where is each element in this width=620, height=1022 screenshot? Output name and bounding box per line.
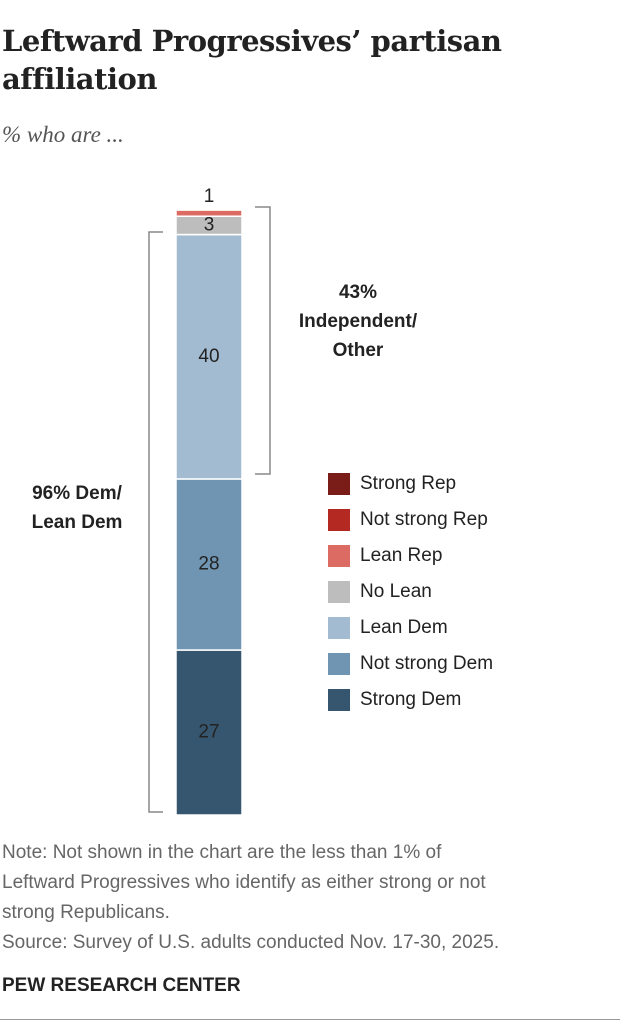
legend-label: Lean Dem	[360, 617, 448, 638]
bar-segment	[175, 233, 243, 480]
legend-label: Lean Rep	[360, 545, 442, 566]
annotation: 43%	[339, 282, 377, 303]
legend-swatch	[328, 473, 350, 495]
value-label: 3	[204, 214, 215, 235]
annotation: 96% Dem/	[32, 483, 122, 504]
value-label: 40	[198, 346, 219, 367]
bracket	[255, 206, 271, 475]
legend-label: Not strong Rep	[360, 509, 488, 530]
annotation: Other	[333, 340, 384, 361]
legend-swatch	[328, 545, 350, 567]
value-label: 1	[204, 186, 215, 207]
legend-label: Strong Rep	[360, 473, 456, 494]
bracket	[148, 231, 163, 813]
note-line: Leftward Progressives who identify as ei…	[2, 872, 486, 893]
legend-label: No Lean	[360, 581, 432, 602]
legend-swatch	[328, 509, 350, 531]
value-label: 27	[198, 722, 219, 743]
source: Source: Survey of U.S. adults conducted …	[2, 932, 500, 953]
legend-label: Not strong Dem	[360, 653, 493, 674]
legend-label: Strong Dem	[360, 689, 461, 710]
legend-swatch	[328, 653, 350, 675]
note-line: strong Republicans.	[2, 902, 170, 923]
chart-subtitle: % who are ...	[2, 122, 124, 147]
value-label: 28	[198, 554, 219, 575]
bar-segment	[175, 478, 243, 651]
bar-segment	[175, 209, 243, 217]
legend-swatch	[328, 581, 350, 603]
chart-title: Leftward Progressives’ partisan affiliat…	[2, 24, 502, 96]
annotation: Independent/	[299, 311, 418, 332]
bar-segment	[175, 649, 243, 816]
legend-swatch	[328, 617, 350, 639]
legend-swatch	[328, 689, 350, 711]
note: Note: Not shown in the chart are the les…	[2, 838, 499, 958]
note-line: Note: Not shown in the chart are the les…	[2, 842, 442, 863]
annotation: Lean Dem	[32, 512, 123, 533]
credit: PEW RESEARCH CENTER	[2, 975, 241, 996]
rule	[0, 1019, 620, 1020]
